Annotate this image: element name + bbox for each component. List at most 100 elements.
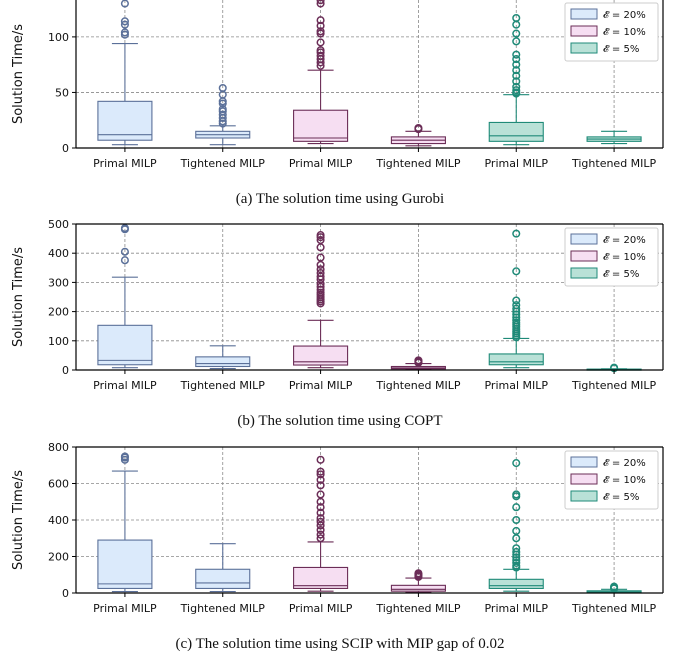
legend-entry: 𝓔 = 10% bbox=[603, 475, 646, 486]
outlier-point bbox=[512, 547, 521, 556]
x-tick-label: Tightened MILP bbox=[375, 379, 461, 392]
box-5 bbox=[488, 229, 544, 369]
chart-caption: (a) The solution time using Gurobi bbox=[236, 191, 444, 207]
y-tick-label: 600 bbox=[48, 478, 69, 491]
y-axis-label: Solution Time/s bbox=[11, 24, 26, 124]
legend-swatch bbox=[570, 456, 598, 468]
legend-entry: 𝓔 = 20% bbox=[603, 235, 646, 246]
box-4 bbox=[390, 123, 446, 147]
outlier-point bbox=[512, 526, 521, 536]
box-iqr bbox=[488, 353, 544, 366]
x-tick-label: Tightened MILP bbox=[375, 602, 461, 615]
outlier-point bbox=[512, 558, 521, 567]
outlier-point bbox=[512, 37, 521, 46]
x-tick-label: Primal MILP bbox=[484, 379, 548, 392]
y-axis-label: Solution Time/s bbox=[11, 470, 26, 570]
outlier-point bbox=[316, 470, 325, 479]
outlier-point bbox=[316, 508, 325, 517]
outlier-point bbox=[512, 544, 521, 553]
outlier-point bbox=[316, 265, 325, 274]
outlier-point bbox=[316, 503, 325, 512]
legend-swatch bbox=[570, 473, 598, 485]
outlier-point bbox=[316, 0, 325, 8]
outlier-point bbox=[512, 304, 521, 313]
x-tick-label: Primal MILP bbox=[93, 602, 157, 615]
box-iqr bbox=[97, 100, 153, 141]
outlier-point bbox=[316, 236, 325, 245]
outlier-point bbox=[414, 569, 423, 578]
outlier-point bbox=[512, 50, 521, 59]
outlier-point bbox=[316, 269, 325, 278]
outlier-point bbox=[610, 582, 619, 591]
y-tick-label: 200 bbox=[48, 306, 69, 319]
outlier-point bbox=[512, 296, 521, 305]
outlier-point bbox=[218, 83, 227, 93]
outlier-point bbox=[218, 110, 227, 119]
outlier-point bbox=[512, 556, 521, 565]
outlier-point bbox=[316, 231, 325, 240]
outlier-point bbox=[316, 253, 325, 262]
outlier-point bbox=[120, 28, 129, 37]
legend-swatch bbox=[570, 250, 598, 262]
x-tick-label: Tightened MILP bbox=[375, 157, 461, 170]
y-tick-label: 400 bbox=[48, 514, 69, 527]
box-2 bbox=[195, 345, 251, 370]
outlier-point bbox=[512, 66, 521, 75]
x-tick-label: Tightened MILP bbox=[180, 379, 266, 392]
outlier-point bbox=[120, 20, 129, 29]
box-iqr bbox=[97, 539, 153, 589]
legend-swatch bbox=[570, 490, 598, 502]
y-tick-label: 800 bbox=[48, 441, 69, 454]
box-iqr bbox=[195, 568, 251, 589]
outlier-point bbox=[512, 313, 521, 322]
box-3 bbox=[293, 231, 349, 369]
box-3 bbox=[293, 455, 349, 592]
legend-entry: 𝓔 = 20% bbox=[603, 10, 646, 21]
outlier-point bbox=[512, 77, 521, 86]
y-tick-label: 500 bbox=[48, 218, 69, 231]
outlier-point bbox=[316, 514, 325, 523]
box-iqr bbox=[488, 578, 544, 589]
outlier-point bbox=[120, 256, 129, 265]
outlier-point bbox=[316, 51, 325, 60]
chart-panel-3: 0 200 400 600 800 Primal MILP Tightened MILP Pr… bbox=[11, 441, 664, 652]
legend-entry: 𝓔 = 10% bbox=[603, 252, 646, 263]
box-4 bbox=[390, 569, 446, 594]
legend: 𝓔 = 20% 𝓔 = 10% 𝓔 = 5% bbox=[564, 227, 659, 287]
y-tick-label: 100 bbox=[48, 31, 69, 44]
outlier-point bbox=[316, 475, 325, 484]
outlier-point bbox=[316, 530, 325, 539]
outlier-point bbox=[512, 229, 521, 238]
x-tick-label: Primal MILP bbox=[93, 379, 157, 392]
legend-entry: 𝓔 = 5% bbox=[603, 492, 639, 503]
legend: 𝓔 = 20% 𝓔 = 10% 𝓔 = 5% bbox=[564, 450, 659, 510]
chart-panel-1: 0 50 100 Primal MILP Tightened MILP Primal MI… bbox=[11, 0, 664, 207]
y-tick-label: 200 bbox=[48, 551, 69, 564]
outlier-point bbox=[316, 481, 325, 490]
outlier-point bbox=[120, 0, 129, 8]
outlier-point bbox=[120, 17, 129, 26]
legend-entry: 𝓔 = 5% bbox=[603, 269, 639, 280]
outlier-point bbox=[414, 356, 423, 365]
outlier-point bbox=[316, 46, 325, 55]
x-tick-label: Tightened MILP bbox=[571, 379, 657, 392]
x-tick-label: Primal MILP bbox=[484, 157, 548, 170]
x-tick-label: Tightened MILP bbox=[571, 157, 657, 170]
box-2 bbox=[195, 83, 251, 146]
outlier-point bbox=[512, 267, 521, 276]
legend-entry: 𝓔 = 5% bbox=[603, 44, 639, 55]
outlier-point bbox=[316, 38, 325, 47]
chart-caption: (b) The solution time using COPT bbox=[237, 413, 442, 429]
x-tick-label: Tightened MILP bbox=[180, 157, 266, 170]
outlier-point bbox=[316, 285, 325, 294]
outlier-point bbox=[512, 13, 521, 23]
box-iqr bbox=[293, 109, 349, 142]
x-tick-label: Primal MILP bbox=[93, 157, 157, 170]
outlier-point bbox=[316, 525, 325, 535]
outlier-point bbox=[120, 247, 129, 256]
y-axis-label: Solution Time/s bbox=[11, 247, 26, 347]
outlier-point bbox=[120, 224, 129, 233]
x-tick-label: Primal MILP bbox=[289, 157, 353, 170]
outlier-point bbox=[316, 21, 325, 30]
